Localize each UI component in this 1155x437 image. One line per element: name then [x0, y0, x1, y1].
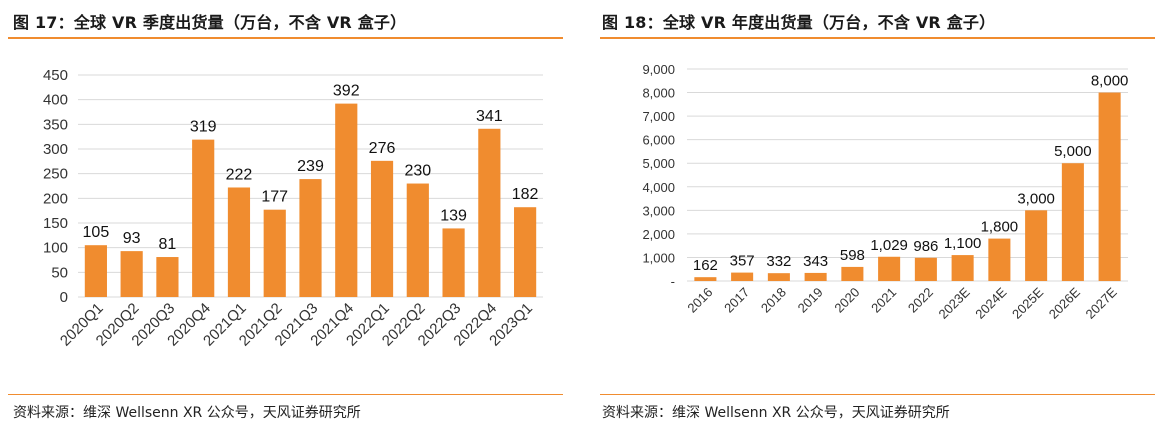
data-label: 177 — [261, 189, 288, 206]
bar — [988, 238, 1011, 281]
data-label: 1,800 — [981, 219, 1019, 236]
source-rule — [600, 394, 1155, 395]
y-tick-label: 400 — [43, 92, 68, 109]
data-label: 276 — [369, 140, 396, 157]
data-label: 230 — [404, 163, 431, 180]
bar — [951, 255, 974, 281]
y-tick-label: - — [671, 274, 675, 289]
data-label: 239 — [297, 158, 324, 175]
bar — [1098, 92, 1121, 281]
data-label: 105 — [83, 224, 110, 241]
bar — [263, 209, 286, 297]
x-tick-label: 2026E — [1046, 284, 1083, 321]
bar — [767, 273, 790, 281]
bar — [192, 139, 215, 297]
data-label: 5,000 — [1054, 143, 1092, 160]
bar — [335, 103, 358, 297]
y-tick-label: 9,000 — [642, 62, 675, 77]
source-note: 资料来源：维深 Wellsenn XR 公众号，天风证券研究所 — [13, 405, 361, 421]
data-label: 357 — [730, 253, 755, 270]
bar — [1061, 163, 1084, 281]
bar — [804, 272, 827, 281]
bar — [1025, 210, 1048, 281]
data-label: 81 — [159, 236, 177, 253]
chart-panel-annual: 图 18：全球 VR 年度出货量（万台，不含 VR 盒子） - 1,000 2,00… — [588, 0, 1155, 437]
x-tick-label: 2022 — [905, 285, 936, 316]
bar — [694, 277, 717, 281]
bar — [370, 160, 394, 297]
bar — [442, 228, 465, 297]
annual-shipments-chart: - 1,000 2,000 3,000 4,000 5,000 6,000 7,000 8,00… — [642, 62, 1129, 322]
y-tick-label: 450 — [43, 67, 68, 84]
bar — [120, 251, 143, 297]
data-label: 1,100 — [944, 235, 982, 252]
data-label: 93 — [123, 230, 141, 247]
data-label: 222 — [226, 166, 253, 183]
chart-panel-quarterly: 图 17：全球 VR 季度出货量（万台，不含 VR 盒子） 0 50 100 150 2… — [0, 0, 565, 437]
y-tick-label: 3,000 — [642, 203, 675, 218]
x-tick-label: 2027E — [1083, 284, 1120, 321]
bar — [478, 128, 501, 297]
y-tick-label: 50 — [51, 264, 68, 281]
title-rule — [600, 37, 1155, 39]
x-tick-label: 2016 — [684, 285, 715, 316]
figure-title: 图 17：全球 VR 季度出货量（万台，不含 VR 盒子） — [13, 13, 407, 32]
x-tick-label: 2020 — [831, 285, 862, 316]
bar — [299, 179, 322, 297]
bar — [156, 257, 179, 297]
y-tick-label: 1,000 — [642, 250, 675, 265]
x-tick-label: 2018 — [758, 285, 789, 316]
bar — [878, 256, 901, 281]
data-label: 392 — [333, 83, 360, 100]
data-label: 343 — [803, 253, 828, 270]
data-label: 1,029 — [870, 237, 908, 254]
data-label: 162 — [693, 257, 718, 274]
bar — [514, 207, 537, 297]
bar — [406, 183, 429, 297]
y-tick-label: 8,000 — [642, 86, 675, 101]
x-tick-label: 2019 — [795, 285, 826, 316]
y-tick-label: 250 — [43, 166, 68, 183]
bar — [841, 266, 864, 281]
data-label: 598 — [840, 247, 865, 264]
y-tick-label: 4,000 — [642, 180, 675, 195]
source-note: 资料来源：维深 Wellsenn XR 公众号，天风证券研究所 — [602, 405, 950, 421]
source-rule — [8, 394, 563, 395]
x-tick-label: 2023E — [936, 284, 973, 321]
y-tick-label: 7,000 — [642, 109, 675, 124]
y-tick-label: 150 — [43, 215, 68, 232]
x-tick-label: 2017 — [721, 285, 752, 316]
y-tick-label: 2,000 — [642, 227, 675, 242]
quarterly-shipments-chart: 0501001502002503003504004501052020Q19320… — [43, 67, 543, 350]
x-tick-label: 2024E — [972, 284, 1009, 321]
y-tick-label: 100 — [43, 240, 68, 257]
data-label: 319 — [190, 119, 217, 136]
y-tick-label: 5,000 — [642, 156, 675, 171]
data-label: 341 — [476, 108, 503, 125]
y-tick-label: 6,000 — [642, 133, 675, 148]
y-tick-label: 0 — [60, 289, 68, 306]
data-label: 332 — [766, 253, 791, 270]
title-rule — [8, 37, 563, 39]
data-label: 3,000 — [1017, 190, 1055, 207]
y-tick-label: 200 — [43, 190, 68, 207]
figure-title: 图 18：全球 VR 年度出货量（万台，不含 VR 盒子） — [602, 13, 996, 32]
data-label: 8,000 — [1091, 73, 1129, 90]
bar — [731, 272, 754, 281]
y-tick-label: 300 — [43, 141, 68, 158]
data-label: 986 — [913, 238, 938, 255]
bar — [227, 187, 251, 297]
y-tick-label: 350 — [43, 116, 68, 133]
data-label: 139 — [440, 207, 467, 224]
x-tick-label: 2025E — [1009, 284, 1046, 321]
x-tick-label: 2021 — [868, 285, 899, 316]
bar — [84, 245, 107, 297]
bar — [914, 257, 937, 281]
data-label: 182 — [512, 186, 539, 203]
